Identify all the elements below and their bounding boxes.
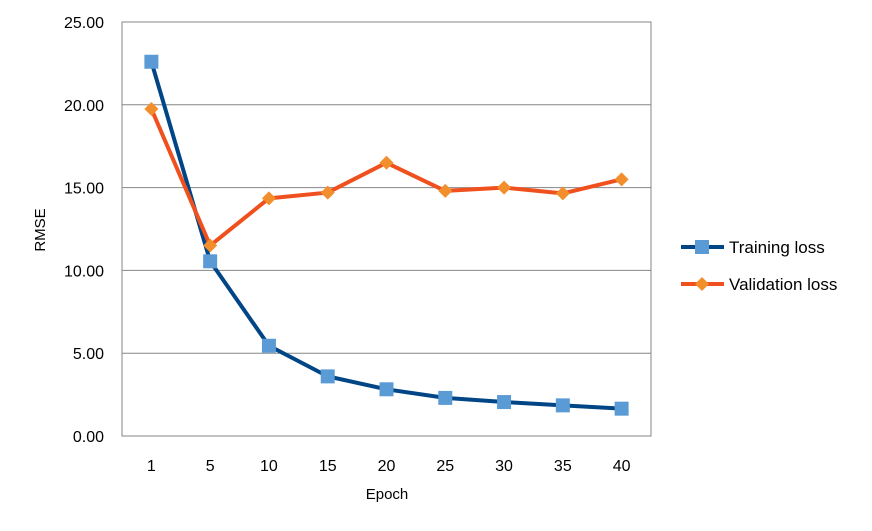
y-tick-label: 20.00 xyxy=(64,98,104,115)
y-tick-label: 25.00 xyxy=(64,15,104,32)
data-point xyxy=(497,180,512,195)
data-point xyxy=(438,183,453,198)
x-axis-title: Epoch xyxy=(366,486,409,503)
series-validation-loss xyxy=(144,101,629,253)
x-tick-label: 30 xyxy=(495,458,513,475)
data-point xyxy=(614,172,629,187)
data-point xyxy=(320,369,335,384)
x-tick-label: 20 xyxy=(378,458,396,475)
x-tick-label: 5 xyxy=(206,458,215,475)
data-point xyxy=(379,155,394,170)
legend-marker xyxy=(695,277,709,291)
data-point xyxy=(497,395,512,410)
series xyxy=(144,54,629,416)
legend-item: Validation loss xyxy=(681,275,837,294)
x-tick-label: 25 xyxy=(436,458,454,475)
series-training-loss xyxy=(144,54,629,416)
data-point xyxy=(379,382,394,397)
y-axis-title: RMSE xyxy=(32,208,49,251)
data-point xyxy=(555,398,570,413)
series-line xyxy=(149,108,623,248)
legend: Training loss Validation loss xyxy=(681,238,837,294)
x-tick-label: 10 xyxy=(260,458,278,475)
legend-label: Training loss xyxy=(729,238,825,257)
x-tick-label: 35 xyxy=(554,458,572,475)
x-tick-label: 40 xyxy=(613,458,631,475)
y-axis-ticks: 0.00 5.00 10.00 15.00 20.00 25.00 xyxy=(64,15,104,446)
data-point xyxy=(438,390,453,405)
legend-item: Training loss xyxy=(681,238,825,257)
x-tick-label: 1 xyxy=(147,458,156,475)
data-point xyxy=(261,338,276,353)
data-point xyxy=(614,401,629,416)
data-point xyxy=(555,186,570,201)
data-point xyxy=(203,254,218,269)
legend-marker xyxy=(695,240,709,254)
data-point xyxy=(203,238,218,253)
data-point xyxy=(144,101,159,116)
y-tick-label: 10.00 xyxy=(64,263,104,280)
x-tick-label: 15 xyxy=(319,458,337,475)
y-tick-label: 0.00 xyxy=(73,429,104,446)
legend-label: Validation loss xyxy=(729,275,837,294)
data-point xyxy=(144,54,159,69)
plot-area-frame xyxy=(121,21,652,437)
y-tick-label: 5.00 xyxy=(73,346,104,363)
y-tick-label: 15.00 xyxy=(64,181,104,198)
x-axis-ticks: 1 5 10 15 20 25 30 35 40 xyxy=(147,458,631,475)
data-point xyxy=(261,191,276,206)
data-point xyxy=(320,185,335,200)
